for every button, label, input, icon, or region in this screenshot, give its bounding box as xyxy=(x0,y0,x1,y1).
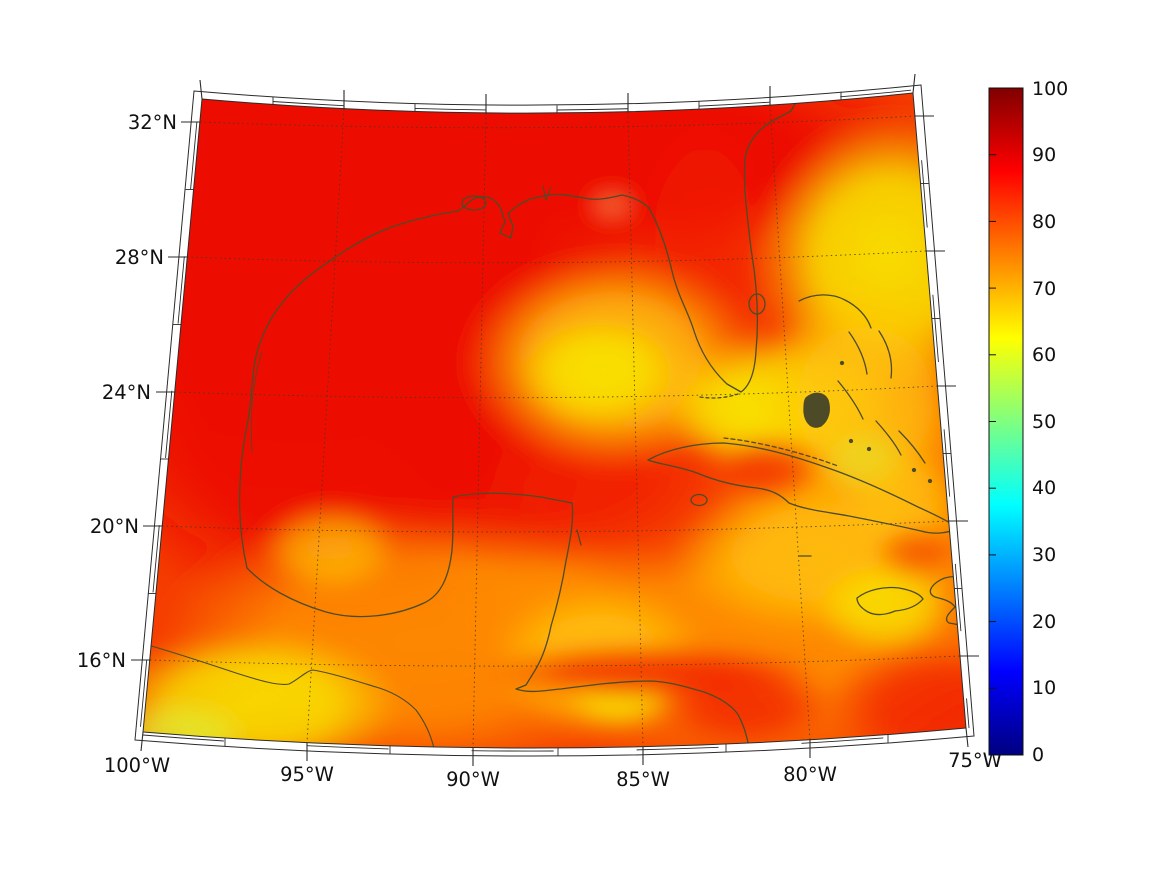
lat-tick-label-24n: 24°N xyxy=(102,381,151,404)
frame-inner-boundary xyxy=(142,92,967,749)
graticule-gridlines xyxy=(149,104,961,749)
colorbar-label-0: 0 xyxy=(1032,744,1044,766)
coastlines xyxy=(147,101,966,749)
lat-tick-label-32n: 32°N xyxy=(128,111,177,134)
colorbar-ticks xyxy=(989,154,996,689)
lon-tick-label-100w: 100°W xyxy=(104,754,170,777)
axis-ticks xyxy=(131,73,979,766)
lon-tick-label-80w: 80°W xyxy=(783,763,837,786)
lake-okeechobee xyxy=(748,293,766,315)
colorbar-label-30: 30 xyxy=(1032,544,1056,566)
lake-pontchartrain xyxy=(461,195,487,211)
lat-tick-label-16n: 16°N xyxy=(77,649,126,672)
lon-axis-labels: 100°W 95°W 90°W 85°W 80°W 75°W xyxy=(104,749,1002,791)
colorbar: 100 90 80 70 60 50 40 30 20 10 0 xyxy=(988,78,1068,766)
map-frame xyxy=(131,73,979,766)
bahamas-islands xyxy=(798,294,933,484)
colorbar-label-60: 60 xyxy=(1032,344,1056,366)
mobile-bay xyxy=(542,185,552,201)
colorbar-label-10: 10 xyxy=(1032,677,1056,699)
lon-tick-label-75w: 75°W xyxy=(948,749,1002,772)
gulf-us-florida-coastline xyxy=(238,101,797,569)
lat-tick-label-28n: 28°N xyxy=(115,246,164,269)
yucatan-belize-honduras-coastline xyxy=(246,492,750,749)
cuba-coastline xyxy=(647,442,959,534)
hispaniola-coastline xyxy=(929,575,966,627)
florida-keys xyxy=(699,393,739,399)
lat-tick-label-20n: 20°N xyxy=(90,515,139,538)
lon-tick-label-95w: 95°W xyxy=(280,763,334,786)
colorbar-label-20: 20 xyxy=(1032,611,1056,633)
lon-tick-label-90w: 90°W xyxy=(446,768,500,791)
lat-axis-labels: 32°N 28°N 24°N 20°N 16°N xyxy=(77,111,177,672)
colorbar-label-70: 70 xyxy=(1032,278,1056,300)
colorbar-label-80: 80 xyxy=(1032,211,1056,233)
colorbar-label-40: 40 xyxy=(1032,477,1056,499)
pacific-coastline xyxy=(147,644,435,749)
jamaica-coastline xyxy=(856,586,924,616)
lon-tick-label-85w: 85°W xyxy=(616,768,670,791)
texas-barrier-lagoon xyxy=(250,351,263,453)
colorbar-label-50: 50 xyxy=(1032,411,1056,433)
colorbar-label-90: 90 xyxy=(1032,144,1056,166)
isle-of-youth xyxy=(690,493,708,507)
cuba-north-cays xyxy=(723,437,839,467)
cozumel-island xyxy=(576,529,582,546)
colorbar-labels: 100 90 80 70 60 50 40 30 20 10 0 xyxy=(1032,78,1068,766)
colorbar-label-100: 100 xyxy=(1032,78,1068,100)
frame-outer-boundary xyxy=(134,84,975,757)
